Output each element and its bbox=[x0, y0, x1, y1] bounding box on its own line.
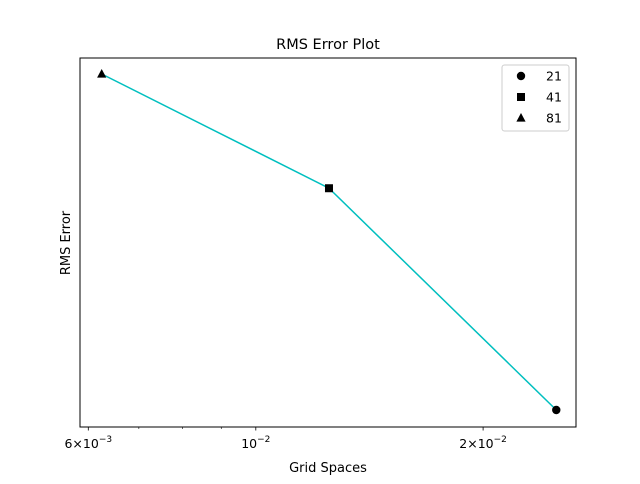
axes-frame bbox=[79, 57, 577, 428]
chart-title: RMS Error Plot bbox=[276, 37, 380, 53]
legend-marker-41 bbox=[517, 93, 525, 101]
x-tick-label-1: 10−2 bbox=[241, 435, 270, 451]
rms-error-line bbox=[101, 73, 557, 411]
x-axis-label: Grid Spaces bbox=[289, 461, 367, 476]
x-tick-label-2: 2×10−2 bbox=[459, 435, 507, 451]
x-tick-label-0: 6×10−3 bbox=[64, 435, 112, 451]
data-point-81 bbox=[97, 69, 107, 78]
data-point-21 bbox=[552, 405, 561, 415]
data-point-41 bbox=[324, 184, 333, 193]
legend-box bbox=[501, 64, 570, 132]
legend-label-81: 81 bbox=[546, 111, 562, 126]
legend-marker-21 bbox=[516, 71, 526, 81]
legend: 21 41 81 bbox=[501, 64, 570, 132]
y-axis-label: RMS Error bbox=[59, 210, 74, 275]
legend-marker-81 bbox=[516, 113, 526, 122]
legend-label-21: 21 bbox=[546, 69, 562, 84]
legend-label-41: 41 bbox=[546, 90, 562, 105]
